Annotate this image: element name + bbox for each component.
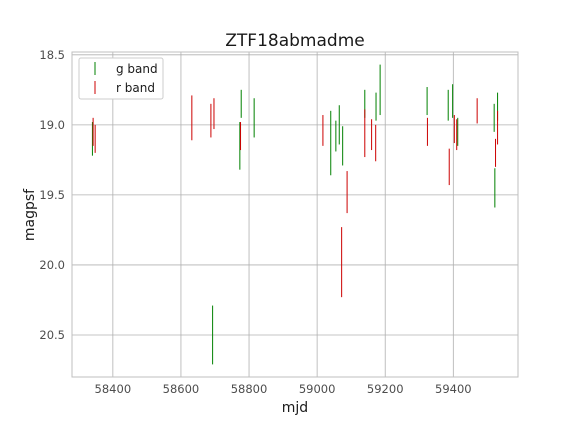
grid [72, 52, 518, 377]
y-tick-labels: 18.5 19.0 19.5 20.0 20.5 [39, 48, 65, 342]
x-tick-label: 59200 [367, 382, 404, 396]
y-tick-label: 19.5 [39, 188, 65, 202]
x-tick-label: 58400 [95, 382, 132, 396]
x-tick-label: 59000 [299, 382, 336, 396]
x-axis-label: mjd [282, 400, 308, 416]
legend-label-g-band: g band [116, 62, 158, 76]
y-tick-label: 20.5 [39, 328, 65, 342]
error-bars [91, 64, 499, 365]
y-axis-label: magpsf [22, 188, 38, 241]
x-tick-label: 59400 [435, 382, 472, 396]
legend-box [78, 57, 164, 100]
y-tick-label: 19.0 [39, 118, 65, 132]
legend-label-r-band: r band [116, 81, 155, 95]
plot-area: 58400 58600 58800 59000 59200 59400 18.519.01… [39, 48, 519, 396]
legend: g band r band [78, 57, 164, 100]
chart-title: ZTF18abmadme [225, 31, 364, 51]
y-tick-label: 20.0 [39, 258, 65, 272]
y-tick-label: 18.5 [39, 48, 65, 62]
x-tick-labels: 58400 58600 58800 59000 59200 59400 [95, 382, 472, 396]
x-tick-label: 58600 [163, 382, 200, 396]
plot-frame [71, 51, 519, 378]
x-tick-label: 58800 [231, 382, 268, 396]
plot-background [72, 52, 518, 377]
